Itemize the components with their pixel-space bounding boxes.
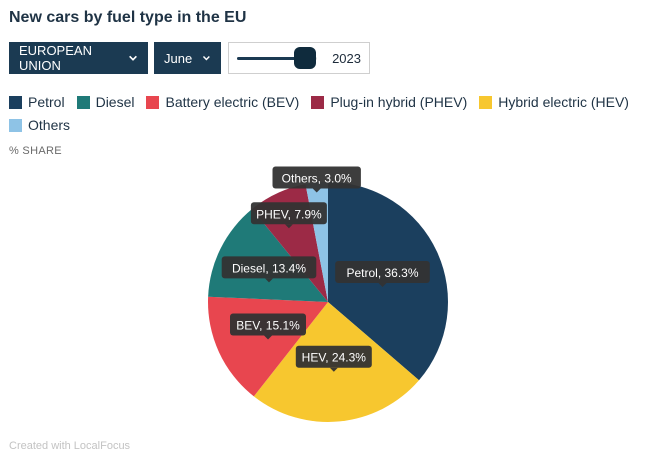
chart-controls: EUROPEAN UNION June 2023 [9, 42, 370, 74]
data-label-box [230, 313, 306, 336]
legend-item[interactable]: Petrol [9, 92, 65, 113]
data-label-box [250, 202, 327, 225]
data-label-box [335, 261, 430, 283]
year-slider: 2023 [228, 42, 370, 74]
data-label-pointer [312, 188, 321, 193]
year-value: 2023 [332, 50, 361, 66]
data-label-text: Petrol, 36.3% [346, 266, 418, 280]
legend-swatch [479, 96, 493, 109]
legend-label: Plug-in hybrid (PHEV) [330, 94, 468, 110]
legend-item[interactable]: Battery electric (BEV) [146, 92, 299, 113]
year-slider-thumb[interactable] [294, 46, 317, 69]
legend-swatch [76, 96, 90, 109]
region-dropdown[interactable]: EUROPEAN UNION [9, 42, 148, 74]
data-label-text: PHEV, 7.9% [256, 207, 322, 221]
year-slider-track[interactable] [237, 46, 318, 69]
data-label-pointer [284, 224, 293, 229]
legend-label: Others [28, 117, 71, 133]
data-label-box [295, 345, 372, 368]
year-slider-fill [237, 56, 306, 60]
data-label-pointer [378, 282, 387, 287]
legend-label: Hybrid electric (HEV) [498, 94, 629, 110]
data-label-box [272, 166, 361, 189]
data-label-box [221, 256, 317, 279]
unit-label: % SHARE [9, 145, 62, 157]
legend-item[interactable]: Others [9, 115, 70, 136]
legend-item[interactable]: Diesel [76, 92, 135, 113]
region-dropdown-value: EUROPEAN UNION [19, 43, 92, 73]
legend-label: Diesel [95, 94, 135, 110]
footer-credit: Created with LocalFocus [9, 440, 131, 452]
legend-swatch [311, 96, 325, 109]
data-label: Petrol, 36.3% [335, 261, 430, 287]
chart-title: New cars by fuel type in the EU [9, 9, 247, 26]
legend-item[interactable]: Hybrid electric (HEV) [479, 92, 629, 113]
legend-swatch [9, 96, 22, 109]
data-label-pointer [329, 367, 338, 372]
data-label-pointer [265, 278, 274, 283]
month-dropdown-value: June [164, 50, 193, 66]
data-label-text: Others, 3.0% [282, 172, 352, 186]
legend-label: Petrol [28, 94, 65, 110]
legend-swatch [9, 119, 22, 132]
chevron-down-icon [129, 55, 137, 61]
data-label-pointer [264, 335, 273, 340]
legend-label: Battery electric (BEV) [165, 94, 300, 110]
data-label: BEV, 15.1% [230, 313, 306, 340]
data-label: PHEV, 7.9% [250, 202, 327, 229]
chevron-down-icon [203, 56, 211, 61]
data-label: Diesel, 13.4% [221, 256, 317, 283]
data-label-text: HEV, 24.3% [302, 351, 367, 365]
data-label-text: Diesel, 13.4% [232, 261, 306, 275]
chart-legend: Petrol Diesel Battery electric (BEV) Plug-i… [9, 92, 649, 138]
data-label-text: BEV, 15.1% [236, 319, 300, 333]
data-label: HEV, 24.3% [295, 345, 372, 372]
pie-slice-diesel[interactable] [208, 209, 328, 302]
legend-swatch [146, 96, 160, 109]
data-label: Others, 3.0% [272, 166, 361, 193]
legend-item[interactable]: Plug-in hybrid (PHEV) [311, 92, 467, 113]
month-dropdown[interactable]: June [154, 42, 221, 74]
